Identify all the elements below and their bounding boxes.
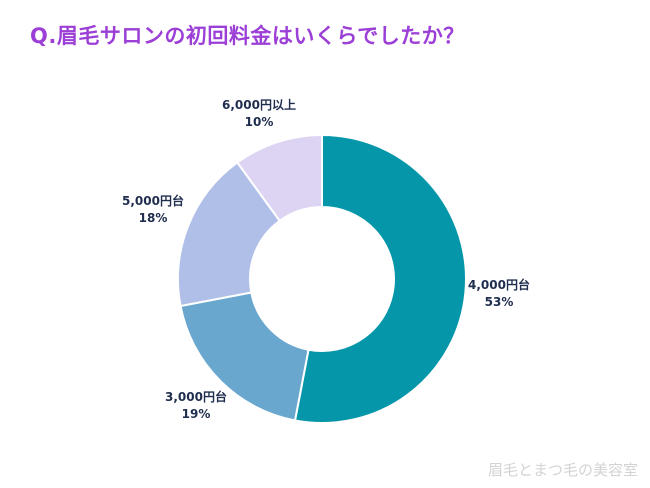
- slice-label-0: 4,000円台: [468, 277, 530, 292]
- slice-1: [179, 291, 310, 422]
- slice-0: [293, 133, 467, 424]
- slice-percent-3: 10%: [245, 115, 274, 129]
- slice-label-1: 3,000円台: [165, 389, 227, 404]
- slice-label-2: 5,000円台: [122, 193, 184, 208]
- slice-percent-2: 18%: [139, 211, 168, 225]
- slice-label-3: 6,000円以上: [222, 97, 296, 112]
- slice-percent-1: 19%: [182, 407, 211, 421]
- slice-2: [177, 161, 282, 308]
- slice-percent-0: 53%: [485, 295, 514, 309]
- watermark: 眉毛とまつ毛の美容室: [487, 461, 638, 479]
- chart-title: Q.眉毛サロンの初回料金はいくらでしたか？: [30, 24, 465, 48]
- slice-3: [235, 133, 323, 223]
